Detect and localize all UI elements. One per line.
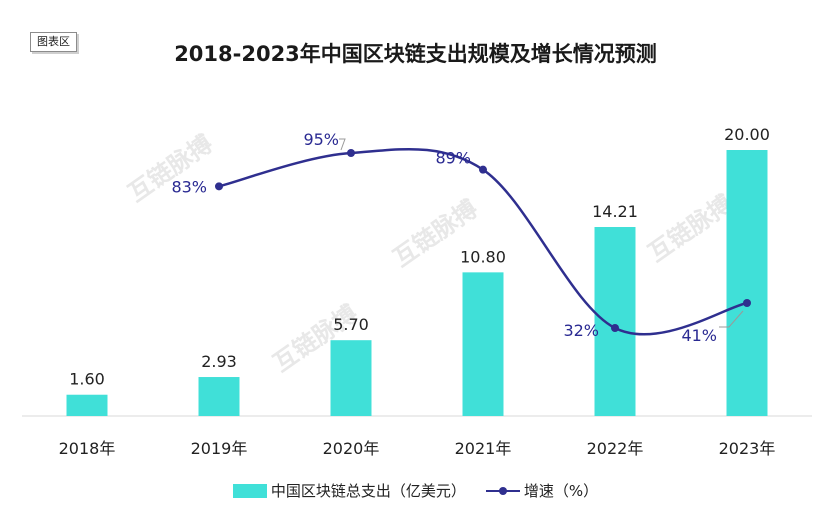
bar[interactable] (66, 394, 108, 416)
bar-series (66, 150, 768, 416)
legend: 中国区块链总支出（亿美元） 增速（%） (0, 480, 831, 501)
growth-point[interactable] (611, 324, 619, 332)
legend-item-growth[interactable]: 增速（%） (485, 480, 599, 501)
growth-point[interactable] (479, 165, 487, 174)
bar[interactable] (726, 150, 768, 416)
bar[interactable] (462, 272, 504, 416)
growth-value-label: 95% (303, 130, 339, 149)
chart-area-tag: 图表区 (30, 32, 77, 52)
legend-swatch-line (485, 484, 520, 498)
label-leader-line (339, 138, 346, 151)
growth-line (218, 147, 748, 336)
growth-value-label: 89% (435, 149, 471, 168)
x-tick-label: 2019年 (191, 439, 248, 458)
bar-value-label: 2.93 (201, 352, 237, 371)
growth-point[interactable] (347, 149, 355, 157)
bar[interactable] (198, 377, 240, 416)
legend-item-spending[interactable]: 中国区块链总支出（亿美元） (232, 480, 466, 501)
bar-value-label: 20.00 (724, 125, 770, 144)
growth-point[interactable] (215, 182, 223, 191)
bar-value-label: 10.80 (460, 247, 506, 266)
bar-labels: 1.60 2.93 5.70 10.80 14.21 20.00 (69, 125, 770, 389)
legend-label-spending: 中国区块链总支出（亿美元） (270, 482, 466, 500)
x-tick-label: 2022年 (587, 439, 644, 458)
bar-value-label: 1.60 (69, 370, 105, 389)
growth-value-label: 32% (563, 321, 599, 340)
x-tick-labels: 2018年 2019年 2020年 2021年 2022年 2023年 (59, 439, 776, 458)
x-tick-label: 2018年 (59, 439, 116, 458)
bar[interactable] (330, 340, 372, 416)
x-tick-label: 2021年 (455, 439, 512, 458)
chart-title: 2018-2023年中国区块链支出规模及增长情况预测 (174, 42, 657, 66)
label-leader-line (719, 310, 744, 328)
growth-value-label: 41% (681, 326, 717, 345)
x-tick-label: 2020年 (323, 439, 380, 458)
growth-point[interactable] (743, 299, 751, 307)
bar-value-label: 5.70 (333, 315, 369, 334)
growth-line-series: 83% 95% 89% 32% 41% (171, 130, 751, 345)
bar-value-label: 14.21 (592, 202, 638, 221)
legend-swatch-bar (232, 483, 267, 498)
growth-value-label: 83% (171, 177, 207, 196)
legend-label-growth: 增速（%） (523, 482, 599, 500)
bar[interactable] (594, 227, 636, 416)
watermark-logo: 互链脉搏 (643, 189, 738, 267)
x-tick-label: 2023年 (719, 439, 776, 458)
